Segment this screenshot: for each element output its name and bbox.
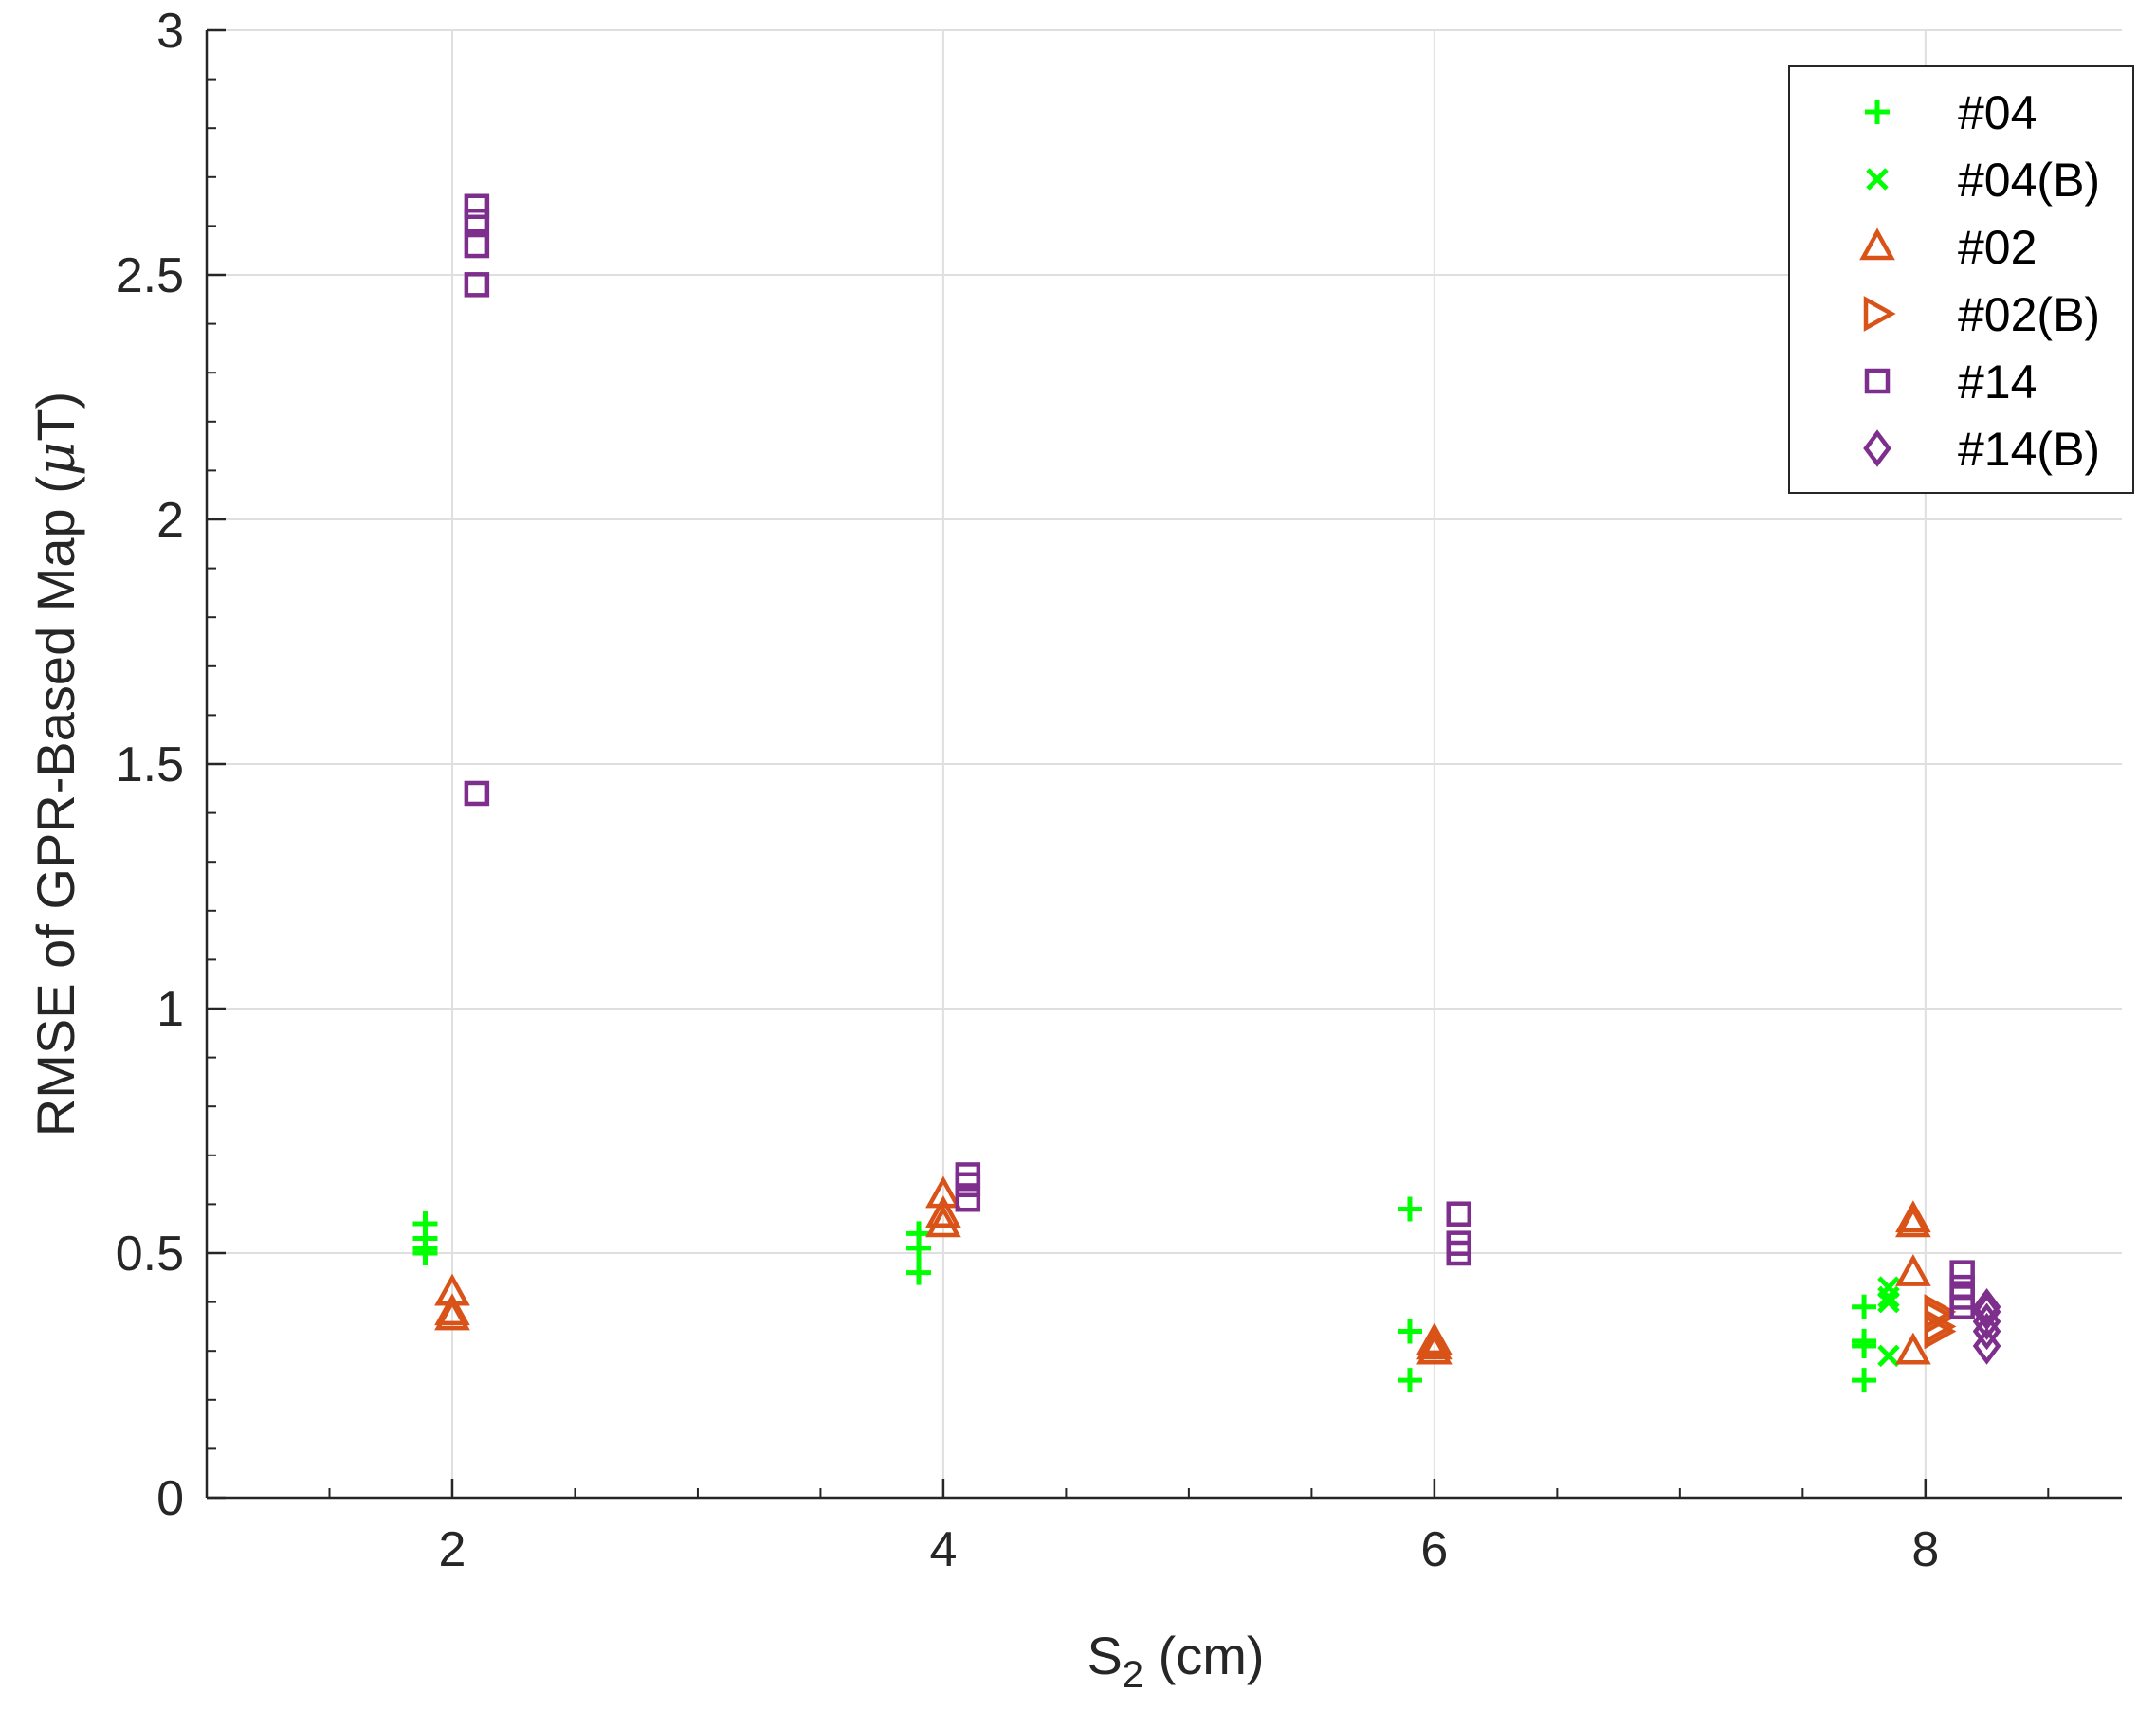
legend-marker	[1859, 227, 1895, 261]
legend-marker	[1863, 296, 1896, 332]
data-point	[1416, 1332, 1453, 1365]
x-axis-title-main: S	[1087, 1626, 1122, 1685]
series-4	[464, 193, 1975, 1320]
series-0	[412, 1196, 1877, 1393]
data-point	[955, 1172, 981, 1198]
data-point	[464, 780, 490, 807]
y-tick-label: 0	[156, 1471, 184, 1526]
data-point	[1895, 1332, 1931, 1365]
data-point	[434, 1293, 470, 1326]
x-axis-title-subscript: 2	[1123, 1654, 1143, 1696]
legend-label: #04(B)	[1958, 154, 2100, 207]
x-tick-label: 2	[439, 1522, 466, 1577]
data-point	[925, 1205, 961, 1238]
y-axis-title-greek: μ	[26, 442, 87, 476]
y-tick-label: 2	[156, 493, 184, 548]
data-point	[1416, 1327, 1453, 1360]
legend-label: #04	[1958, 86, 2037, 139]
data-point	[1397, 1196, 1422, 1222]
y-tick-label: 2.5	[116, 248, 184, 303]
data-point	[1416, 1322, 1453, 1355]
series-3	[1924, 1294, 1957, 1350]
data-point	[1397, 1319, 1422, 1344]
y-axis-title-main: RMSE of GPR-Based Map (	[26, 476, 85, 1137]
data-point	[906, 1235, 932, 1261]
data-point	[1972, 1293, 2001, 1331]
x-tick-label: 4	[929, 1522, 957, 1577]
y-tick-label: 1	[156, 982, 184, 1037]
legend-marker	[1863, 429, 1891, 467]
data-point	[955, 1186, 981, 1212]
data-point	[1895, 1254, 1931, 1286]
x-tick-label: 6	[1420, 1522, 1448, 1577]
data-point	[1949, 1260, 1975, 1285]
legend: #04 #04(B) #02 #02(B) #14 #14(B)	[1788, 65, 2134, 494]
legend-box	[1788, 65, 2134, 494]
data-point	[1972, 1302, 2001, 1340]
data-point	[1446, 1201, 1472, 1227]
y-axis-title: RMSE of GPR-Based Map (μT)	[26, 391, 87, 1137]
data-point	[434, 1298, 470, 1331]
series-1	[1877, 1276, 1900, 1368]
data-point	[1972, 1327, 2001, 1365]
data-point	[925, 1195, 961, 1228]
data-point	[1972, 1288, 2001, 1326]
y-axis-title-unit: T)	[26, 391, 85, 442]
data-point	[1924, 1313, 1957, 1350]
data-point	[1446, 1240, 1472, 1266]
data-point	[412, 1241, 438, 1265]
x-tick-label: 8	[1911, 1522, 1939, 1577]
legend-marker	[1866, 168, 1889, 191]
data-point	[1877, 1344, 1900, 1368]
x-axis-title-unit: (cm)	[1143, 1626, 1265, 1685]
legend-label: #02	[1958, 221, 2037, 274]
data-point	[464, 272, 490, 298]
data-point	[464, 208, 490, 234]
data-point	[1852, 1334, 1877, 1359]
data-point	[906, 1260, 932, 1285]
legend-label: #14	[1958, 355, 2037, 409]
y-tick-label: 0.5	[116, 1227, 184, 1282]
data-point	[1877, 1290, 1900, 1314]
y-tick-label: 1.5	[116, 737, 184, 792]
data-points	[412, 193, 2001, 1393]
y-tick-label: 3	[156, 4, 184, 59]
data-point	[1852, 1368, 1877, 1393]
data-point	[464, 232, 490, 259]
data-point	[1895, 1200, 1931, 1233]
data-point	[1877, 1285, 1900, 1309]
series-2	[434, 1175, 1931, 1365]
legend-label: #02(B)	[1958, 288, 2100, 341]
axes: 2 4 6 8 0 0.5 1 1.5 2 2.5 3	[116, 4, 2122, 1577]
data-point	[1972, 1312, 2001, 1351]
data-point	[1397, 1368, 1422, 1393]
data-point	[1895, 1205, 1931, 1238]
data-point	[1852, 1294, 1877, 1319]
data-point	[464, 193, 490, 220]
data-point	[1949, 1294, 1975, 1320]
x-axis-title: S2 (cm)	[1087, 1626, 1264, 1696]
legend-marker	[1864, 368, 1891, 394]
legend-marker	[1865, 100, 1890, 124]
legend-label: #14(B)	[1958, 423, 2100, 476]
series-5	[1972, 1288, 2001, 1365]
